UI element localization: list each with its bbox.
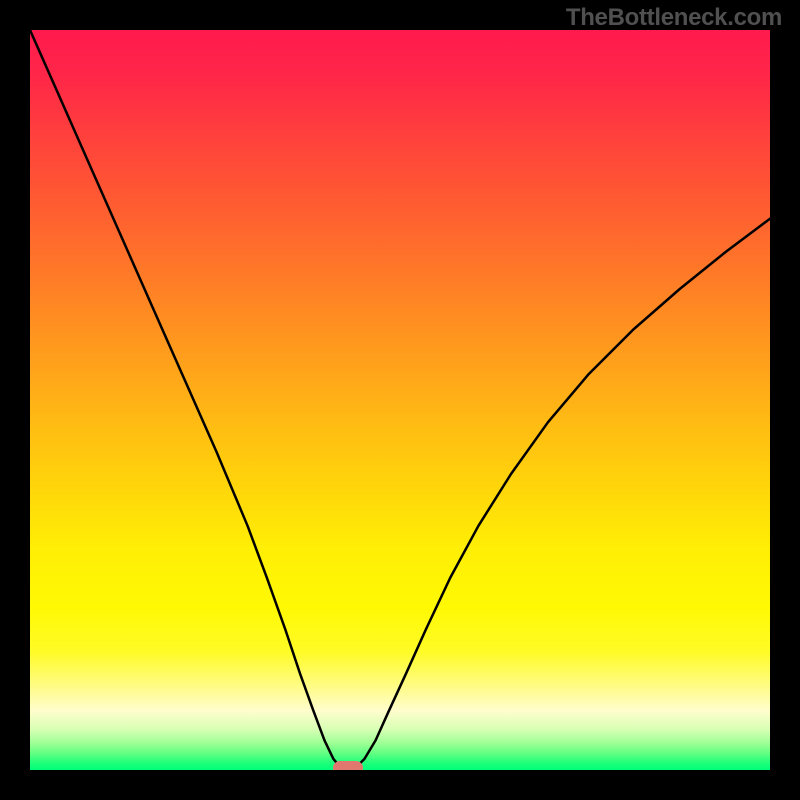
- bottleneck-marker: [333, 761, 363, 770]
- gradient-background: [30, 30, 770, 770]
- plot-area: [30, 30, 770, 770]
- plot-svg: [30, 30, 770, 770]
- watermark-label: TheBottleneck.com: [566, 4, 782, 32]
